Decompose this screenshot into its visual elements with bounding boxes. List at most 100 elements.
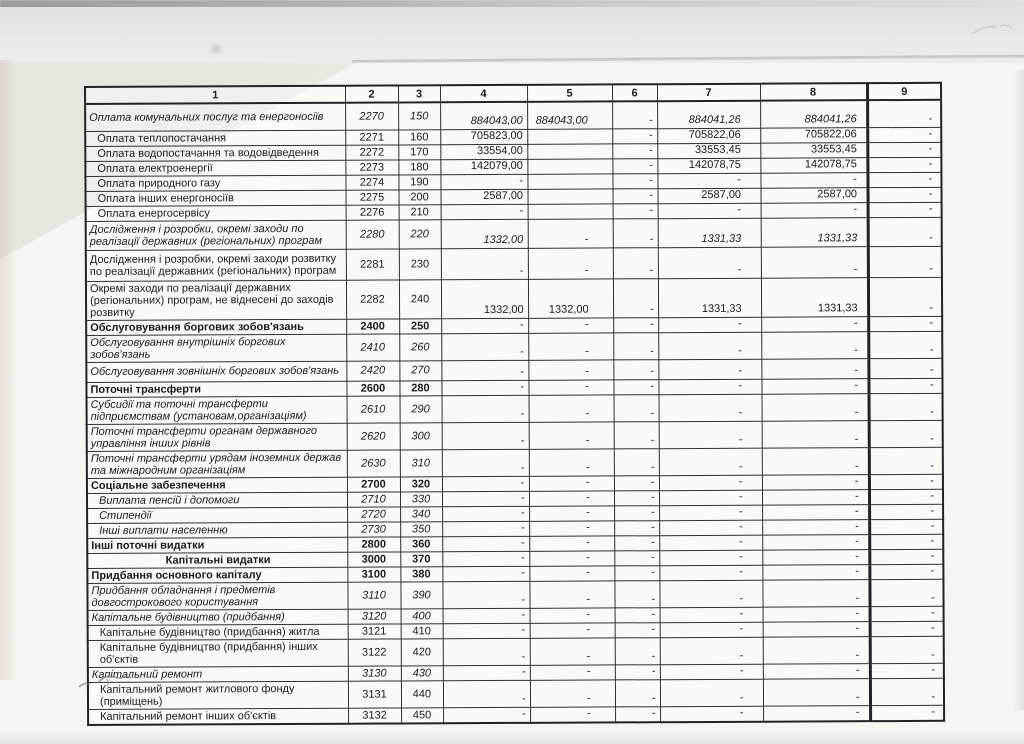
cell-col8: -: [761, 447, 869, 475]
row-code-kekv: 2400: [346, 318, 400, 334]
row-label: Обслуговування внутрішніх боргових зобов…: [86, 333, 347, 362]
cell-col7: -: [657, 202, 761, 219]
cell-col8: -: [762, 549, 870, 565]
cell-col6: -: [614, 607, 660, 623]
cell-col7: -: [657, 172, 761, 189]
row-code-kpk: 430: [400, 665, 443, 681]
row-label: Дослідження і розробки, окремі заходи ро…: [85, 248, 346, 281]
row-code-kpk: 310: [399, 449, 442, 477]
column-header: 3: [398, 85, 441, 103]
cell-col7: -: [659, 549, 763, 566]
cell-col5: -: [529, 580, 615, 608]
cell-col5: [527, 158, 613, 174]
cell-col7: 705822,06: [657, 127, 761, 144]
cell-col4: 2587,00: [440, 188, 528, 205]
row-code-kekv: 3110: [347, 581, 401, 609]
cell-col5: -: [529, 607, 615, 623]
cell-col9: -: [868, 488, 944, 505]
cell-col9: -: [868, 473, 943, 490]
cell-col8: -: [762, 504, 870, 520]
row-code-kekv: 3000: [347, 551, 401, 567]
row-code-kekv: 2700: [346, 476, 400, 492]
cell-col4: -: [442, 520, 530, 537]
cell-col9: -: [869, 548, 944, 565]
row-code-kpk: 290: [399, 395, 442, 423]
cell-col6: -: [612, 158, 658, 174]
cell-col4: -: [440, 203, 528, 220]
cell-col6: -: [612, 173, 658, 189]
cell-col5: -: [528, 317, 614, 333]
row-code-kpk: 360: [400, 536, 443, 552]
row-code-kpk: 180: [398, 159, 441, 175]
cell-col4: -: [442, 622, 530, 639]
cell-col6: -: [613, 359, 659, 380]
row-code-kekv: 2271: [345, 129, 399, 145]
cell-col6: -: [613, 332, 659, 360]
scan-right-shadow: [1012, 70, 1024, 710]
cell-col6: -: [612, 247, 658, 279]
cell-col4: -: [442, 664, 530, 681]
cell-col4: -: [442, 607, 530, 624]
cell-col8: -: [761, 378, 869, 394]
cell-col9: -: [867, 216, 942, 247]
row-label: Стипендії: [87, 506, 348, 523]
cell-col8: -: [762, 663, 870, 679]
cell-col4: -: [441, 490, 530, 507]
cell-col9: -: [869, 662, 944, 679]
cell-col6: -: [613, 379, 659, 395]
cell-col5: -: [529, 679, 616, 707]
row-label: Оплата енергосервісу: [85, 204, 346, 221]
cell-col5: -: [529, 565, 615, 581]
cell-col5: -: [528, 421, 614, 449]
row-label: Капітальні видатки: [87, 551, 348, 568]
cell-col4: -: [442, 580, 530, 609]
cell-col9: -: [869, 635, 944, 664]
cell-col4: -: [442, 679, 531, 708]
row-label: Поточні трансферти урядам іноземних держ…: [86, 449, 347, 478]
row-code-kekv: 2800: [347, 536, 401, 552]
cell-col8: 142078,75: [760, 157, 868, 173]
cell-col7: 2587,00: [657, 187, 761, 204]
row-label: Капітальне будівництво (придбання) житла: [87, 623, 348, 640]
cell-col7: -: [659, 663, 763, 680]
cell-col7: 33553,45: [657, 142, 761, 159]
row-label: Капітальний ремонт інших об'єктів: [88, 707, 349, 725]
cell-col5: -: [528, 332, 614, 360]
cell-col9: -: [869, 503, 944, 520]
cell-col7: -: [658, 420, 762, 449]
cell-col6: -: [614, 637, 660, 665]
row-code-kekv: 2281: [345, 248, 399, 280]
cell-col9: -: [869, 677, 945, 706]
row-code-kpk: 270: [399, 360, 442, 381]
cell-col6: -: [614, 580, 660, 608]
row-code-kpk: 300: [399, 422, 442, 450]
cell-col8: -: [762, 579, 870, 607]
table-row: Капітальне будівництво (придбання) інших…: [87, 635, 944, 667]
row-label: Оплата водопостачання та водовідведення: [85, 144, 346, 161]
cell-col8: 884041,26: [760, 100, 868, 128]
row-code-kekv: 2710: [346, 491, 401, 507]
cell-col7: -: [658, 316, 762, 333]
cell-col6: -: [612, 278, 659, 318]
table-row: Поточні трансферти урядам іноземних держ…: [86, 446, 943, 478]
table-row: Дослідження і розробки, окремі заходи по…: [85, 216, 942, 250]
cell-col7: -: [658, 474, 762, 491]
row-label: Соціальне забезпечення: [86, 476, 347, 493]
table-row: Субсидії та поточні трансферти підприємс…: [86, 392, 943, 424]
row-code-kpk: 400: [400, 608, 443, 624]
cell-col8: -: [762, 636, 870, 664]
cell-col6: -: [613, 394, 659, 422]
cell-col8: -: [761, 420, 869, 448]
row-code-kekv: 3131: [347, 680, 402, 708]
cell-col5: -: [527, 247, 613, 279]
cell-col7: -: [658, 447, 762, 476]
row-code-kpk: 410: [400, 623, 443, 639]
cell-col7: -: [659, 636, 763, 665]
cell-col9: -: [869, 620, 944, 637]
row-code-kpk: 220: [398, 219, 441, 249]
cell-col9: -: [868, 419, 943, 448]
cell-col5: [527, 128, 613, 144]
cell-col6: -: [614, 664, 660, 680]
row-code-kekv: 2600: [346, 380, 400, 396]
cell-col4: -: [441, 421, 529, 450]
